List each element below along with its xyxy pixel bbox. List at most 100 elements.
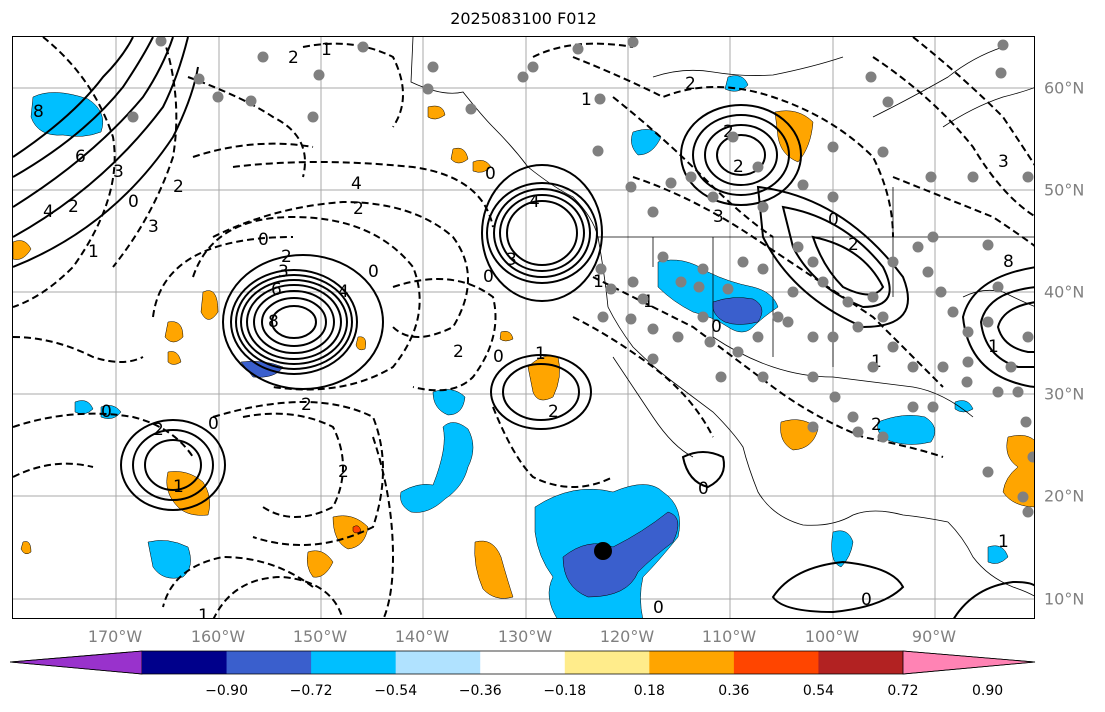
svg-text:8: 8 xyxy=(1003,252,1014,272)
svg-text:0: 0 xyxy=(828,210,839,230)
svg-text:1: 1 xyxy=(988,337,999,357)
station-dot xyxy=(1027,451,1034,463)
station-dot xyxy=(907,361,919,373)
svg-text:1: 1 xyxy=(998,532,1009,552)
station-dot xyxy=(887,256,899,268)
colorbar-tick-label: 0.90 xyxy=(971,683,1004,699)
svg-text:2: 2 xyxy=(173,177,184,197)
svg-text:0: 0 xyxy=(128,192,139,212)
station-dots xyxy=(127,37,1034,518)
station-dot xyxy=(852,321,864,333)
solid-contours xyxy=(13,37,1034,618)
lon-label-160w: 160°W xyxy=(190,627,246,646)
contour-labels: 2 14 202 368 402 22 0 102 0 12 034 012 220 … xyxy=(33,40,1014,619)
station-dot xyxy=(961,376,973,388)
svg-text:1: 1 xyxy=(535,344,546,364)
colorbar-tick-label: −0.36 xyxy=(458,683,502,699)
station-dot xyxy=(752,161,764,173)
svg-text:2: 2 xyxy=(288,48,299,68)
svg-text:1: 1 xyxy=(198,606,209,619)
svg-text:2: 2 xyxy=(871,415,882,435)
colorbar-segment xyxy=(818,651,904,674)
lat-label-50n: 50°N xyxy=(1044,180,1085,200)
station-dot xyxy=(907,401,919,413)
station-dot xyxy=(757,263,769,275)
svg-text:2: 2 xyxy=(848,235,859,255)
station-dot xyxy=(882,96,894,108)
lon-label-130w: 130°W xyxy=(497,627,553,646)
station-dot xyxy=(465,103,477,115)
svg-text:1: 1 xyxy=(321,40,332,60)
svg-text:0: 0 xyxy=(483,267,494,287)
station-dot xyxy=(807,256,819,268)
svg-text:0: 0 xyxy=(861,590,872,610)
station-dot xyxy=(1017,491,1029,503)
station-dot xyxy=(625,181,637,193)
svg-text:6: 6 xyxy=(271,280,282,300)
svg-text:2: 2 xyxy=(153,420,164,440)
station-dot xyxy=(127,111,139,123)
svg-text:2: 2 xyxy=(353,199,364,219)
station-dot xyxy=(1012,386,1024,398)
svg-text:3: 3 xyxy=(506,250,517,270)
svg-text:1: 1 xyxy=(643,292,654,312)
svg-text:4: 4 xyxy=(529,192,540,212)
station-dot xyxy=(592,145,604,157)
colorbar-tick-label: 0.72 xyxy=(887,683,919,699)
station-dot xyxy=(797,179,809,191)
lat-label-40n: 40°N xyxy=(1044,282,1085,302)
station-dot xyxy=(212,91,224,103)
station-dot xyxy=(995,67,1007,79)
lat-label-10n: 10°N xyxy=(1044,589,1085,609)
station-dot xyxy=(647,206,659,218)
station-dot xyxy=(722,283,734,295)
station-dot xyxy=(517,71,529,83)
lon-label-90w: 90°W xyxy=(911,627,957,646)
lon-label-170w: 170°W xyxy=(87,627,143,646)
svg-text:2: 2 xyxy=(281,247,292,267)
station-dot xyxy=(727,131,739,143)
station-dot xyxy=(715,371,727,383)
colorbar-tick-label: −0.54 xyxy=(374,683,418,699)
station-dot xyxy=(637,293,649,305)
colorbar xyxy=(10,650,1036,675)
svg-text:2: 2 xyxy=(723,122,734,142)
station-dot xyxy=(865,71,877,83)
graticule xyxy=(13,37,1034,618)
colorbar-tick-label: 0.36 xyxy=(718,683,750,699)
colorbar-segment xyxy=(733,651,819,674)
station-dot xyxy=(704,336,716,348)
negative-anomaly-patches xyxy=(30,75,1009,618)
station-dot xyxy=(675,276,687,288)
station-dot xyxy=(997,39,1009,51)
svg-text:3: 3 xyxy=(113,162,124,182)
colorbar-segment xyxy=(480,651,566,674)
station-dot xyxy=(877,146,889,158)
station-dot xyxy=(647,353,659,365)
lat-label-60n: 60°N xyxy=(1044,78,1085,98)
svg-text:0: 0 xyxy=(485,164,496,184)
lat-label-20n: 20°N xyxy=(1044,486,1085,506)
svg-text:3: 3 xyxy=(278,262,289,282)
station-dot xyxy=(827,191,839,203)
station-dot xyxy=(757,201,769,213)
station-dot xyxy=(697,263,709,275)
station-dot xyxy=(827,331,839,343)
station-dot xyxy=(992,386,1004,398)
dashed-contours xyxy=(13,37,1034,618)
colorbar-extend-high xyxy=(902,650,1036,675)
colorbar-segment xyxy=(564,651,650,674)
svg-text:2: 2 xyxy=(733,157,744,177)
station-dot xyxy=(245,95,257,107)
station-dot xyxy=(807,421,819,433)
svg-text:2: 2 xyxy=(453,342,464,362)
svg-text:0: 0 xyxy=(208,414,219,434)
station-dot xyxy=(732,346,744,358)
station-dot xyxy=(707,191,719,203)
lon-label-110w: 110°W xyxy=(701,627,757,646)
station-dot xyxy=(657,251,669,263)
svg-text:0: 0 xyxy=(258,230,269,250)
station-dot xyxy=(927,401,939,413)
station-dot xyxy=(595,263,607,275)
